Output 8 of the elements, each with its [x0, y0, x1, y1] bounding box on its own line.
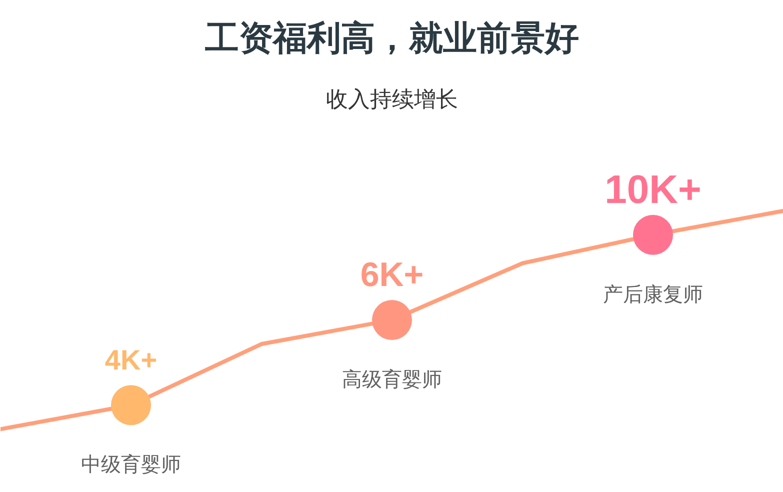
annotation: 6K+ [360, 256, 424, 294]
x-tick-label: 产后康复师 [603, 282, 703, 306]
annotation: 4K+ [104, 344, 158, 376]
x-tick-label: 中级育婴师 [81, 452, 181, 476]
annotation: 10K+ [604, 168, 702, 212]
x-tick-label: 高级育婴师 [342, 367, 442, 392]
chart-subtitle: 收入持续增长 [326, 88, 458, 112]
chart-title: 工资福利高，就业前景好 [204, 18, 579, 58]
